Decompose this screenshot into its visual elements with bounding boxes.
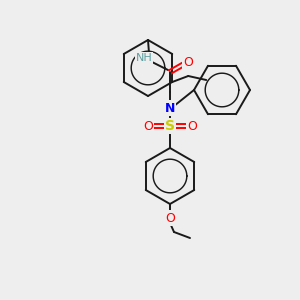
Text: O: O [187, 119, 197, 133]
Text: O: O [143, 119, 153, 133]
Text: O: O [165, 212, 175, 224]
Text: NH: NH [136, 53, 152, 63]
Text: S: S [165, 119, 175, 133]
Text: O: O [183, 56, 193, 68]
Text: N: N [165, 101, 175, 115]
